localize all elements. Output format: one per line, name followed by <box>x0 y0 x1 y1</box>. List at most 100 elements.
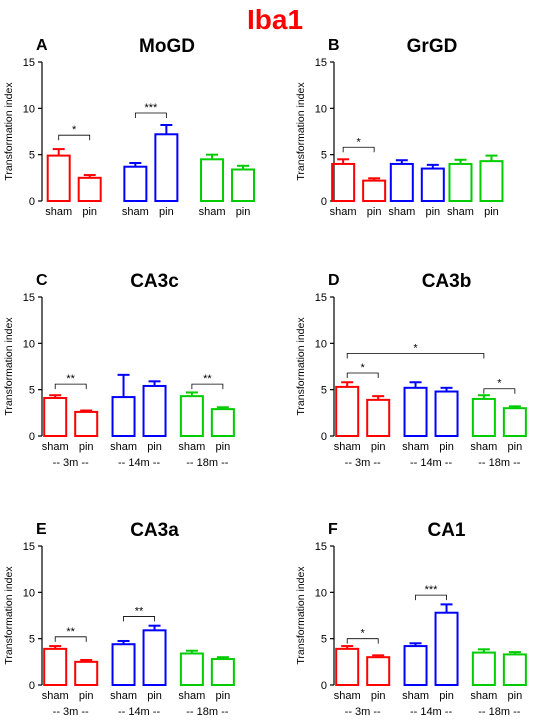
x-tick-label: sham <box>402 441 429 453</box>
bar <box>210 408 235 438</box>
x-tick-label: sham <box>178 690 205 702</box>
bar <box>74 410 99 438</box>
group-label: -- 3m -- <box>53 457 89 469</box>
y-tick-label: 0 <box>321 431 327 443</box>
x-tick-label: pin <box>236 206 251 218</box>
significance-bracket <box>415 594 447 601</box>
bar <box>389 162 414 202</box>
significance-bracket <box>54 383 87 390</box>
x-tick-label: pin <box>79 441 94 453</box>
bar <box>142 384 167 437</box>
bar <box>362 179 387 202</box>
group-label: -- 14m -- <box>118 706 161 718</box>
x-tick-label: pin <box>82 206 97 218</box>
y-axis-label: Transformation index <box>295 82 307 181</box>
bar <box>479 160 504 203</box>
y-tick-label: 15 <box>315 541 327 553</box>
significance-bracket <box>123 616 155 622</box>
bar <box>43 397 68 437</box>
y-tick-label: 10 <box>315 587 327 599</box>
chart-title: GrGD <box>407 36 458 57</box>
x-tick-label: sham <box>470 690 497 702</box>
significance-bracket <box>346 353 485 359</box>
y-tick-label: 15 <box>23 292 35 304</box>
y-tick-label: 15 <box>23 541 35 553</box>
x-tick-label: pin <box>216 690 231 702</box>
y-tick-label: 5 <box>29 634 35 646</box>
x-tick-label: pin <box>484 206 499 218</box>
y-axis-label: Transformation index <box>295 566 307 665</box>
bar <box>154 133 179 202</box>
x-tick-label: sham <box>330 206 357 218</box>
bar <box>502 653 527 686</box>
y-tick-label: 5 <box>29 150 35 162</box>
bar <box>74 660 99 686</box>
group-label: -- 14m -- <box>410 457 453 469</box>
group-label: -- 14m -- <box>410 706 453 718</box>
figure-title: Iba1 <box>246 4 304 35</box>
significance-bracket <box>346 372 379 378</box>
y-axis-label: Transformation index <box>3 317 15 416</box>
bar <box>200 158 225 203</box>
y-axis-label: Transformation index <box>3 82 15 181</box>
x-tick-label: pin <box>439 441 454 453</box>
y-tick-label: 10 <box>23 338 35 350</box>
x-tick-label: pin <box>508 441 523 453</box>
group-label: -- 18m -- <box>186 457 229 469</box>
y-tick-label: 10 <box>315 103 327 115</box>
x-tick-label: sham <box>122 206 149 218</box>
bar <box>335 647 360 686</box>
x-tick-label: sham <box>447 206 474 218</box>
y-tick-label: 5 <box>321 385 327 397</box>
y-axis-label: Transformation index <box>3 566 15 665</box>
bar <box>403 386 428 437</box>
group-label: -- 3m -- <box>345 457 381 469</box>
chart-title: CA1 <box>427 520 465 541</box>
bar <box>46 154 71 203</box>
x-tick-label: sham <box>110 690 137 702</box>
y-tick-label: 5 <box>29 385 35 397</box>
bar <box>366 656 391 687</box>
x-tick-label: pin <box>159 206 174 218</box>
significance-label: * <box>361 362 366 374</box>
x-tick-label: sham <box>42 690 69 702</box>
bar <box>179 652 204 687</box>
significance-label: *** <box>144 102 158 114</box>
bar <box>434 611 459 686</box>
bar <box>366 398 391 437</box>
x-tick-label: pin <box>508 690 523 702</box>
panel-letter: C <box>36 272 48 289</box>
bar <box>111 643 136 687</box>
significance-bracket <box>54 636 87 642</box>
group-label: -- 14m -- <box>118 457 161 469</box>
y-tick-label: 15 <box>315 292 327 304</box>
y-tick-label: 10 <box>23 103 35 115</box>
bar <box>434 390 459 437</box>
y-axis-label: Transformation index <box>295 317 307 416</box>
panel-letter: A <box>36 37 48 54</box>
y-tick-label: 10 <box>315 338 327 350</box>
panel-letter: E <box>36 521 47 538</box>
chart-title: CA3a <box>130 520 179 541</box>
bar <box>77 176 102 202</box>
x-tick-label: pin <box>79 690 94 702</box>
x-tick-label: sham <box>199 206 226 218</box>
y-tick-label: 15 <box>315 57 327 69</box>
bar <box>471 651 496 686</box>
significance-label: * <box>497 378 502 390</box>
group-label: -- 18m -- <box>478 706 521 718</box>
y-tick-label: 0 <box>29 431 35 443</box>
group-label: -- 18m -- <box>186 706 229 718</box>
group-label: -- 18m -- <box>478 457 521 469</box>
x-tick-label: sham <box>42 441 69 453</box>
y-tick-label: 10 <box>23 587 35 599</box>
significance-label: * <box>413 343 418 355</box>
y-tick-label: 5 <box>321 634 327 646</box>
x-tick-label: pin <box>371 441 386 453</box>
